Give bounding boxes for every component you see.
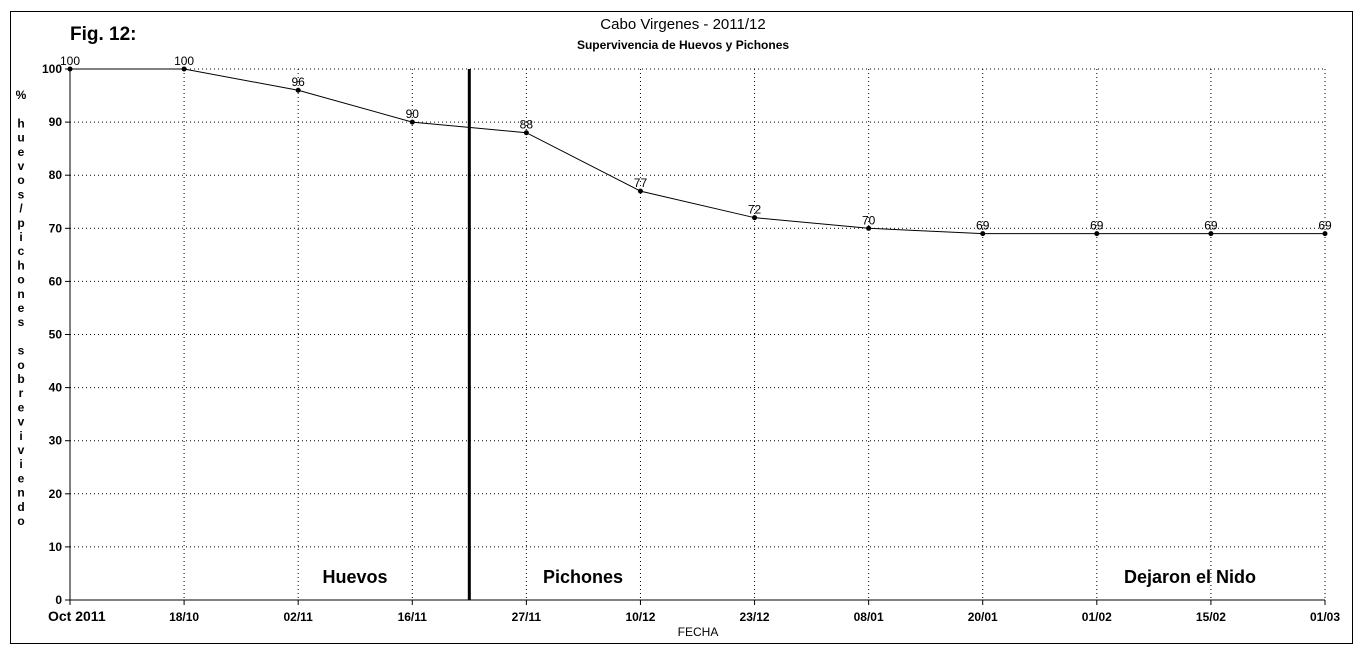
x-tick-label-5: 10/12 [625,610,655,624]
y-axis-label-char-2: h [17,116,24,130]
region-label-huevos: Huevos [322,567,387,587]
y-tick-label-50: 50 [49,328,63,342]
y-axis-label-char-6: o [17,173,24,187]
data-label-6: 72 [748,203,762,217]
x-tick-labels: Oct 2011 18/10 02/11 16/11 27/11 10/12 23/12 08… [48,608,1340,624]
y-tick-label-20: 20 [49,487,63,501]
y-axis-label-char-22: e [18,400,25,414]
y-axis-label-char-24: i [19,429,22,443]
data-point-9 [1094,231,1100,237]
data-label-5: 77 [634,176,648,190]
region-label-dejaron-el-nido: Dejaron el Nido [1124,567,1256,587]
chart-subtitle: Supervivencia de Huevos y Pichones [577,38,789,52]
y-axis-label-char-16: s [18,315,25,329]
y-axis-label-char-13: o [17,273,24,287]
y-axis-label-char-23: v [18,415,25,429]
data-labels: 100 100 96 90 88 77 72 70 69 69 69 69 [60,54,1332,233]
y-axis-label-char-20: b [17,372,24,386]
y-tick-label-60: 60 [49,274,63,288]
y-axis-label-char-18: s [18,344,25,358]
y-tick-label-70: 70 [49,221,63,235]
y-axis-label-char-29: d [17,500,24,514]
y-axis-label-char-25: v [18,443,25,457]
y-tick-label-40: 40 [49,381,63,395]
data-point-2 [295,87,301,93]
y-tick-label-90: 90 [49,115,63,129]
data-point-6 [752,215,758,221]
data-label-4: 88 [520,118,534,132]
y-tick-label-100: 100 [42,62,62,76]
data-label-11: 69 [1318,219,1332,233]
data-label-8: 69 [976,219,990,233]
x-tick-label-4: 27/11 [512,610,542,624]
x-tick-label-10: 15/02 [1196,610,1226,624]
series-survival [70,68,1325,235]
data-points [67,66,1328,237]
y-axis-label-char-30: o [17,514,24,528]
data-point-4 [523,130,529,136]
y-axis-label-char-26: i [19,457,22,471]
y-axis-label-char-7: s [18,187,25,201]
x-tick-label-2: 02/11 [283,610,313,624]
data-label-2: 96 [292,75,306,89]
data-label-1: 100 [174,54,194,68]
y-tick-label-80: 80 [49,168,63,182]
x-tick-label-7: 08/01 [854,610,884,624]
y-axis-label-char-9: p [17,216,24,230]
region-label-pichones: Pichones [543,567,623,587]
gridlines [70,68,1326,600]
x-axis-label: FECHA [678,625,719,639]
y-tick-label-0: 0 [55,593,62,607]
data-point-7 [866,225,872,231]
data-point-0 [67,66,73,72]
data-point-3 [409,119,415,125]
y-axis-label-char-4: e [18,145,25,159]
y-axis-label-char-27: e [18,471,25,485]
axes [65,68,1326,605]
x-tick-label-0: Oct 2011 [48,608,106,624]
y-axis-label-char-19: o [17,358,24,372]
y-axis-label-char-15: e [18,301,25,315]
y-axis-label-char-10: i [19,230,22,244]
y-axis-label-char-12: h [17,258,24,272]
data-point-11 [1322,231,1328,237]
x-tick-label-6: 23/12 [740,610,770,624]
figure-label: Fig. 12: [70,24,137,45]
y-axis-label-char-28: n [17,486,24,500]
y-tick-labels: 0 10 20 30 40 50 60 70 80 90 100 [42,62,62,607]
y-axis-label-char-5: v [18,159,25,173]
x-tick-label-1: 18/10 [169,610,199,624]
data-point-10 [1208,231,1214,237]
x-tick-label-11: 01/03 [1310,610,1340,624]
chart-title: Cabo Virgenes - 2011/12 [600,16,765,33]
data-point-5 [637,188,643,194]
y-axis-label-char-14: n [17,287,24,301]
data-label-9: 69 [1090,219,1104,233]
x-tick-label-8: 20/01 [968,610,998,624]
y-axis-label-char-21: r [19,386,24,400]
y-axis-label-char-0: % [16,88,27,102]
data-label-3: 90 [406,107,420,121]
data-label-0: 100 [60,54,80,68]
data-label-7: 70 [862,213,876,227]
y-axis-label-char-11: c [18,244,25,258]
chart-frame [10,11,1353,644]
x-tick-label-9: 01/02 [1082,610,1112,624]
x-tick-label-3: 16/11 [398,610,428,624]
series-line [70,68,1325,235]
y-axis-label-char-3: u [17,131,24,145]
data-point-8 [980,231,986,237]
y-tick-label-30: 30 [49,434,63,448]
y-tick-label-10: 10 [49,540,63,554]
y-axis-label-char-8: / [19,202,23,216]
data-point-1 [181,66,187,72]
data-label-10: 69 [1204,219,1218,233]
